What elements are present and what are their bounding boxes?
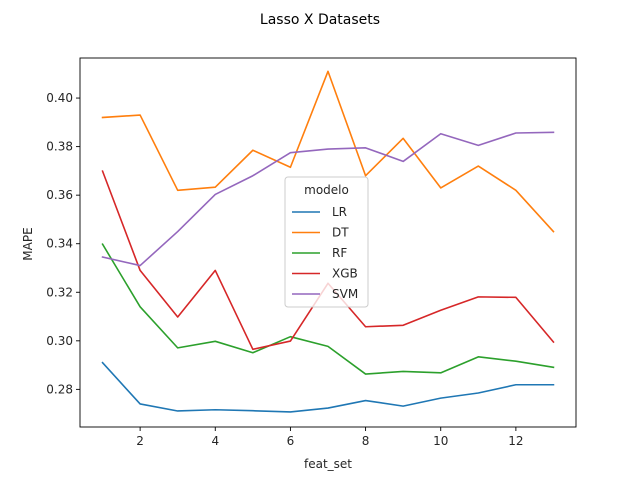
- x-tick-label: 8: [362, 434, 370, 448]
- series-line-svm: [101, 131, 555, 267]
- x-axis-label: feat_set: [304, 457, 352, 471]
- legend-label-rf: RF: [332, 246, 347, 260]
- y-tick-label: 0.30: [46, 334, 73, 348]
- x-tick-label: 6: [287, 434, 295, 448]
- legend-label-svm: SVM: [332, 287, 358, 301]
- y-tick-label: 0.40: [46, 91, 73, 105]
- legend-title: modelo: [304, 183, 349, 197]
- legend-box: [284, 176, 369, 308]
- series-line-rf: [101, 243, 555, 375]
- x-tick-label: 10: [433, 434, 448, 448]
- plot-frame: [79, 57, 577, 428]
- axes: 2 4 6 8 10 12 0.28 0.30 0.32 0.34 0.36 0.38 0.40: [46, 57, 577, 448]
- x-tick-label: 4: [211, 434, 219, 448]
- plot-area: [101, 70, 555, 413]
- legend-label-xgb: XGB: [332, 267, 358, 281]
- y-tick-label: 0.34: [46, 237, 73, 251]
- x-tick-label: 12: [508, 434, 523, 448]
- chart-title: Lasso X Datasets: [260, 12, 380, 28]
- y-tick-label: 0.38: [46, 140, 73, 154]
- x-tick-label: 2: [136, 434, 144, 448]
- legend-label-dt: DT: [332, 226, 349, 240]
- y-tick-label: 0.32: [46, 285, 73, 299]
- y-tick-label: 0.28: [46, 382, 73, 396]
- legend-label-lr: LR: [332, 205, 347, 219]
- series-line-dt: [101, 70, 555, 233]
- legend: modelo LR DT RF XGB SVM: [284, 176, 369, 308]
- y-tick-label: 0.36: [46, 188, 73, 202]
- y-axis-label: MAPE: [21, 227, 35, 260]
- series-line-lr: [101, 361, 555, 413]
